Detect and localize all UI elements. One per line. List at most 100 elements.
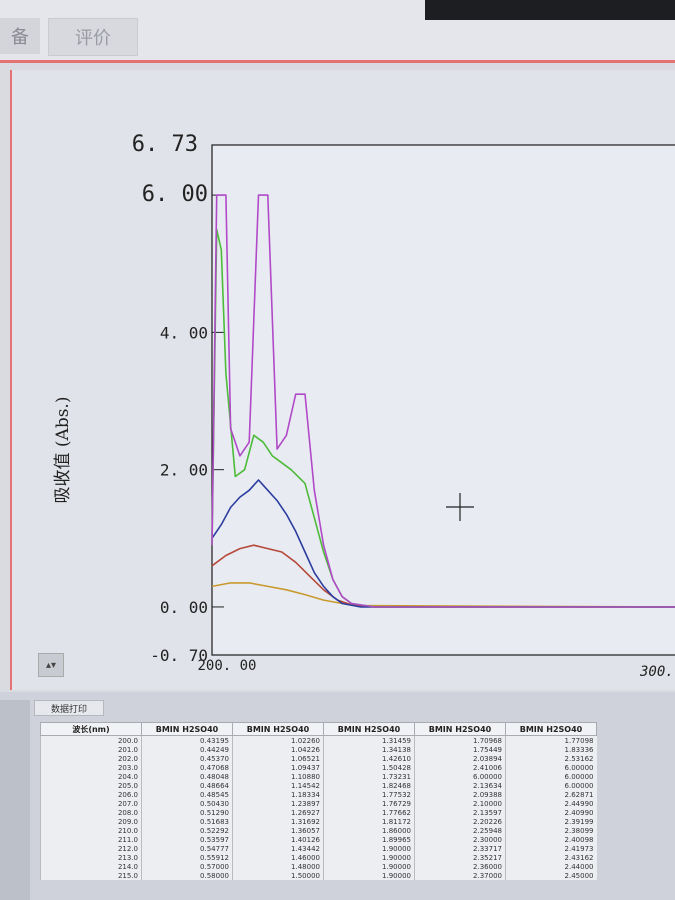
table-cell: 1.70968 xyxy=(414,735,506,745)
x-tick-label-start: 200. 00 xyxy=(197,658,256,674)
table-cell: 2.10000 xyxy=(414,799,506,808)
table-cell: 1.86000 xyxy=(323,826,415,835)
table-cell: 2.35217 xyxy=(414,853,506,862)
spectrum-series-line xyxy=(211,194,675,608)
table-row[interactable]: 208.0 0.51290 1.26927 1.77662 2.13597 2.40990 xyxy=(40,808,597,817)
tab-data-print[interactable]: 数据打印 xyxy=(34,700,104,716)
table-cell: 0.57000 xyxy=(141,862,233,871)
table-cell: 0.44249 xyxy=(141,745,233,754)
table-row[interactable]: 204.0 0.48048 1.10880 1.73231 6.00000 6.00000 xyxy=(40,772,597,781)
table-cell: 0.48048 xyxy=(141,772,233,781)
table-cell: 1.90000 xyxy=(323,871,415,880)
table-row[interactable]: 201.0 0.44249 1.04226 1.34138 1.75449 1.83336 xyxy=(40,745,597,754)
table-cell: 1.50000 xyxy=(232,871,324,880)
table-cell: 2.38099 xyxy=(505,826,597,835)
table-cell: 1.04226 xyxy=(232,745,324,754)
table-cell: 2.43162 xyxy=(505,853,597,862)
table-cell: 0.55912 xyxy=(141,853,233,862)
table-cell: 2.33717 xyxy=(414,844,506,853)
table-cell: 204.0 xyxy=(40,772,142,781)
table-cell: 209.0 xyxy=(40,817,142,826)
y-tick-label: -0. 70 xyxy=(150,646,208,665)
table-cell: 1.50428 xyxy=(323,763,415,772)
table-cell: 1.26927 xyxy=(232,808,324,817)
table-cell: 2.13597 xyxy=(414,808,506,817)
table-cell: 1.90000 xyxy=(323,862,415,871)
axis-scale-control[interactable]: ▴▾ xyxy=(38,653,64,677)
table-cell: 1.83336 xyxy=(505,745,597,754)
table-cell: 215.0 xyxy=(40,871,142,880)
table-row[interactable]: 207.0 0.50430 1.23897 1.76729 2.10000 2.44990 xyxy=(40,799,597,808)
table-cell: 2.39199 xyxy=(505,817,597,826)
table-cell: 0.51290 xyxy=(141,808,233,817)
table-cell: 1.10880 xyxy=(232,772,324,781)
header-series-2[interactable]: BMIN H2SO40 xyxy=(232,722,324,736)
header-series-4[interactable]: BMIN H2SO40 xyxy=(414,722,506,736)
table-cell: 0.51683 xyxy=(141,817,233,826)
table-cell: 1.36057 xyxy=(232,826,324,835)
table-cell: 1.90000 xyxy=(323,844,415,853)
table-cell: 2.40098 xyxy=(505,835,597,844)
window-toolbar: 备 评价 xyxy=(0,0,675,62)
table-cell: 6.00000 xyxy=(505,781,597,790)
table-cell: 203.0 xyxy=(40,763,142,772)
table-cell: 1.73231 xyxy=(323,772,415,781)
table-cell: 2.53162 xyxy=(505,754,597,763)
table-cell: 201.0 xyxy=(40,745,142,754)
y-axis-label: 吸收值 (Abs.) xyxy=(53,397,73,504)
table-cell: 2.25948 xyxy=(414,826,506,835)
table-row[interactable]: 213.0 0.55912 1.46000 1.90000 2.35217 2.43162 xyxy=(40,853,597,862)
table-cell: 1.82468 xyxy=(323,781,415,790)
table-cell: 0.58000 xyxy=(141,871,233,880)
y-tick-label: 6. 00 xyxy=(142,182,208,207)
table-cell: 0.50430 xyxy=(141,799,233,808)
spectrum-chart[interactable]: 6. 73 6. 00 4. 00 2. 00 0. 00 -0. 70 吸收值 (Abs… xyxy=(12,70,675,690)
header-series-1[interactable]: BMIN H2SO40 xyxy=(141,722,233,736)
table-row[interactable]: 202.0 0.45370 1.06521 1.42610 2.03894 2.53162 xyxy=(40,754,597,763)
toolbar-left-button[interactable]: 备 xyxy=(0,18,40,54)
table-row[interactable]: 203.0 0.47068 1.09437 1.50428 2.41006 6.00000 xyxy=(40,763,597,772)
crosshair-cursor-icon xyxy=(446,493,474,521)
table-row[interactable]: 214.0 0.57000 1.48000 1.90000 2.36000 2.44000 xyxy=(40,862,597,871)
table-cell: 1.06521 xyxy=(232,754,324,763)
table-row[interactable]: 210.0 0.52292 1.36057 1.86000 2.25948 2.38099 xyxy=(40,826,597,835)
table-cell: 2.41006 xyxy=(414,763,506,772)
table-cell: 1.43442 xyxy=(232,844,324,853)
table-row[interactable]: 206.0 0.48545 1.18334 1.77532 2.09388 2.62871 xyxy=(40,790,597,799)
table-body: 200.0 0.43195 1.02260 1.31459 1.70968 1.77098… xyxy=(40,735,597,880)
table-header-row: 波长(nm) BMIN H2SO40 BMIN H2SO40 BMIN H2SO… xyxy=(40,722,597,736)
y-tick-label: 6. 73 xyxy=(132,132,198,157)
table-row[interactable]: 205.0 0.48664 1.14542 1.82468 2.13634 6.00000 xyxy=(40,781,597,790)
table-cell: 1.02260 xyxy=(232,735,324,745)
table-cell: 0.48545 xyxy=(141,790,233,799)
table-cell: 1.23897 xyxy=(232,799,324,808)
table-cell: 1.46000 xyxy=(232,853,324,862)
y-tick-label: 0. 00 xyxy=(160,598,208,617)
table-cell: 2.44990 xyxy=(505,799,597,808)
y-tick-label: 2. 00 xyxy=(160,461,208,480)
table-row[interactable]: 211.0 0.53597 1.40126 1.89965 2.30000 2.40098 xyxy=(40,835,597,844)
table-cell: 1.14542 xyxy=(232,781,324,790)
table-cell: 1.34138 xyxy=(323,745,415,754)
table-cell: 0.47068 xyxy=(141,763,233,772)
table-row[interactable]: 212.0 0.54777 1.43442 1.90000 2.33717 2.41973 xyxy=(40,844,597,853)
x-tick-label-end: 300. xyxy=(639,664,674,680)
table-cell: 1.77662 xyxy=(323,808,415,817)
toolbar-divider xyxy=(0,60,675,63)
evaluate-button[interactable]: 评价 xyxy=(48,18,138,56)
table-cell: 6.00000 xyxy=(505,772,597,781)
table-cell: 0.54777 xyxy=(141,844,233,853)
table-row[interactable]: 215.0 0.58000 1.50000 1.90000 2.37000 2.45000 xyxy=(40,871,597,880)
table-row[interactable]: 209.0 0.51683 1.31692 1.81172 2.20226 2.39199 xyxy=(40,817,597,826)
table-cell: 1.89965 xyxy=(323,835,415,844)
table-cell: 0.45370 xyxy=(141,754,233,763)
table-cell: 2.62871 xyxy=(505,790,597,799)
series-lines xyxy=(211,194,675,608)
table-cell: 1.75449 xyxy=(414,745,506,754)
table-cell: 1.48000 xyxy=(232,862,324,871)
table-cell: 2.40990 xyxy=(505,808,597,817)
header-series-5[interactable]: BMIN H2SO40 xyxy=(505,722,597,736)
header-series-3[interactable]: BMIN H2SO40 xyxy=(323,722,415,736)
table-row[interactable]: 200.0 0.43195 1.02260 1.31459 1.70968 1.77098 xyxy=(40,735,597,745)
header-wavelength[interactable]: 波长(nm) xyxy=(40,722,142,736)
